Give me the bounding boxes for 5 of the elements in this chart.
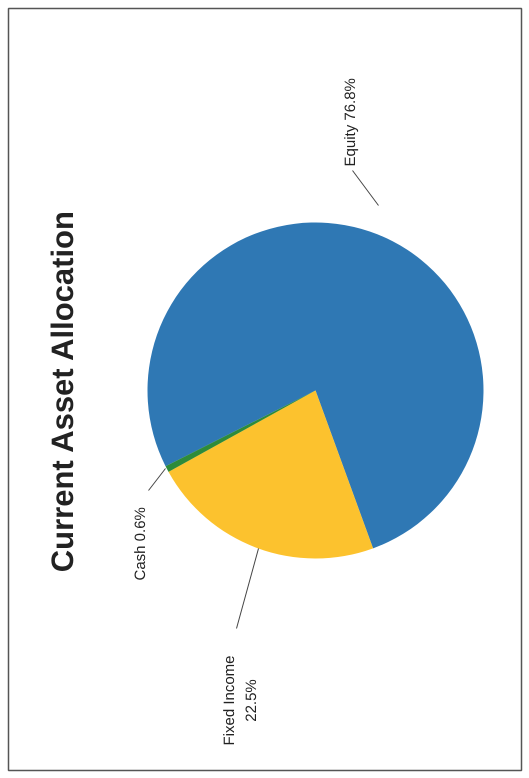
slice-label: Cash 0.6% — [132, 507, 149, 580]
text: Current Asset Allocation — [45, 211, 80, 572]
slice-label: Fixed Income — [220, 655, 238, 746]
slice-label: Equity 76.8% — [342, 78, 359, 166]
data-label: 22.5% — [243, 679, 260, 722]
